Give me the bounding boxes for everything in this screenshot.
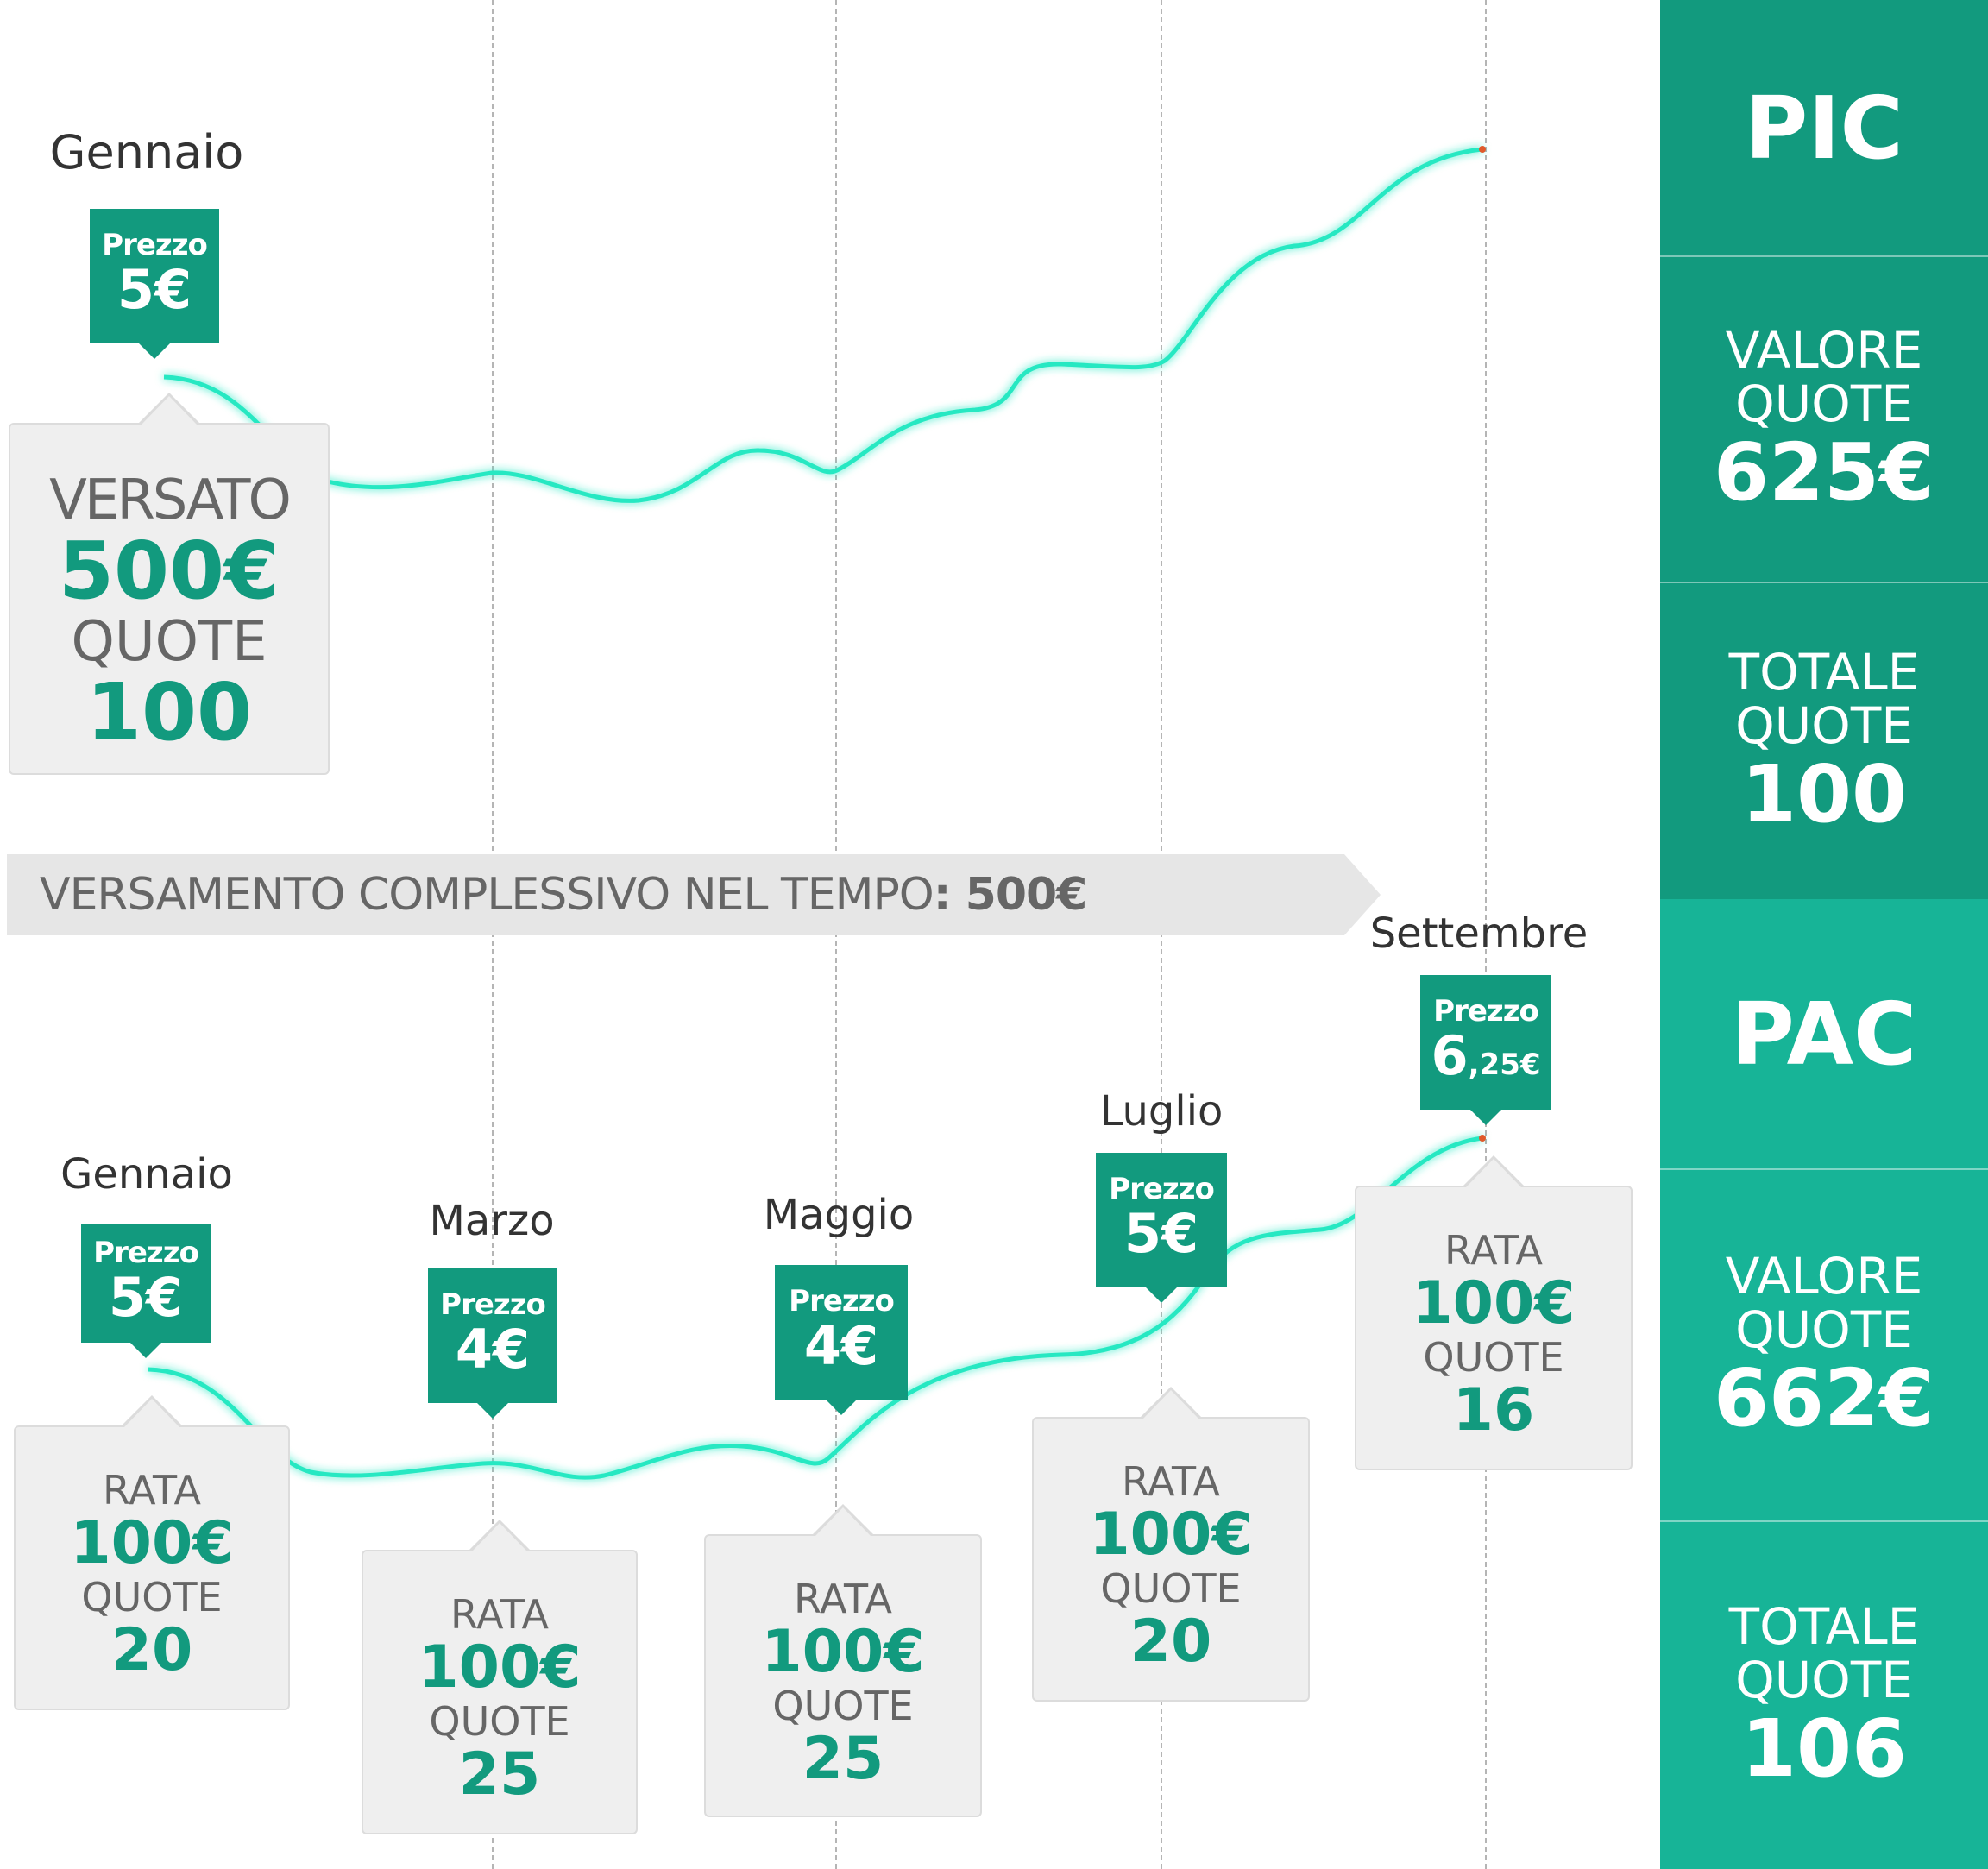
pac-price-tag-settembre: Prezzo 6,25€ bbox=[1420, 975, 1551, 1125]
pic-summary-box: VERSATO 500€ QUOTE 100 bbox=[9, 393, 330, 775]
rata-label: RATA bbox=[103, 1467, 201, 1513]
price-main: 6 bbox=[1431, 1024, 1469, 1087]
quote-value: 25 bbox=[458, 1740, 541, 1809]
pac-month-maggio: Maggio bbox=[763, 1191, 915, 1239]
price-value: 4€ bbox=[803, 1314, 879, 1377]
side-pac-totale: TOTALE QUOTE 106 bbox=[1660, 1520, 1988, 1869]
pic-versato-label: VERSATO bbox=[49, 469, 292, 532]
pic-totale-value: 100 bbox=[1740, 748, 1908, 840]
quote-value: 25 bbox=[802, 1725, 884, 1793]
pac-box-settembre: RATA 100€ QUOTE 16 bbox=[1355, 1155, 1633, 1470]
pac-box-marzo: RATA 100€ QUOTE 25 bbox=[362, 1520, 638, 1834]
rata-label: RATA bbox=[450, 1591, 549, 1638]
pic-versato-value: 500€ bbox=[58, 525, 280, 617]
pic-month-label: Gennaio bbox=[49, 125, 244, 179]
price-value: 4€ bbox=[455, 1318, 531, 1381]
rata-label: RATA bbox=[1122, 1458, 1220, 1505]
quote-value: 20 bbox=[110, 1616, 193, 1684]
rata-value: 100€ bbox=[1089, 1501, 1253, 1569]
pac-price-tag-marzo: Prezzo 4€ bbox=[428, 1268, 557, 1419]
price-curves bbox=[148, 146, 1486, 1480]
pac-price-tag-luglio: Prezzo 5€ bbox=[1096, 1153, 1227, 1303]
pic-price-label: Prezzo bbox=[102, 228, 208, 262]
rata-value: 100€ bbox=[1412, 1269, 1576, 1337]
pac-valore-value: 662€ bbox=[1713, 1352, 1935, 1444]
quote-label: QUOTE bbox=[81, 1574, 223, 1620]
price-value: 5€ bbox=[108, 1266, 184, 1329]
pic-quote-value: 100 bbox=[85, 666, 253, 758]
pac-month-marzo: Marzo bbox=[429, 1197, 555, 1245]
price-label: Prezzo bbox=[1433, 994, 1539, 1029]
pac-end-dot bbox=[1479, 1135, 1486, 1142]
price-label: Prezzo bbox=[93, 1236, 199, 1270]
quote-value: 16 bbox=[1452, 1376, 1535, 1444]
banner-text: VERSAMENTO COMPLESSIVO NEL TEMPO bbox=[40, 869, 934, 921]
rata-label: RATA bbox=[794, 1576, 892, 1622]
side-pic-valore: VALORE QUOTE 625€ bbox=[1660, 255, 1988, 582]
pac-month-luglio: Luglio bbox=[1099, 1087, 1224, 1136]
pac-totale-label-1: TOTALE bbox=[1728, 1597, 1920, 1656]
total-deposit-banner: VERSAMENTO COMPLESSIVO NEL TEMPO: 500€ bbox=[7, 854, 1381, 935]
price-small: ,25€ bbox=[1468, 1048, 1541, 1082]
pic-quote-label: QUOTE bbox=[71, 610, 267, 674]
banner-value: : 500€ bbox=[933, 869, 1088, 921]
pic-price-value: 5€ bbox=[116, 258, 192, 321]
pac-month-settembre: Settembre bbox=[1369, 909, 1589, 958]
quote-label: QUOTE bbox=[429, 1698, 570, 1745]
price-label: Prezzo bbox=[440, 1287, 546, 1322]
price-value: 5€ bbox=[1123, 1202, 1199, 1265]
side-pic-totale: TOTALE QUOTE 100 bbox=[1660, 582, 1988, 899]
pac-price-tag-gennaio: Prezzo 5€ bbox=[81, 1224, 211, 1358]
pac-box-luglio: RATA 100€ QUOTE 20 bbox=[1032, 1387, 1310, 1702]
price-label: Prezzo bbox=[1109, 1172, 1215, 1206]
pac-month-gennaio: Gennaio bbox=[60, 1150, 233, 1199]
pic-totale-label-1: TOTALE bbox=[1728, 643, 1920, 702]
rata-value: 100€ bbox=[761, 1618, 925, 1686]
pic-price-tag: Prezzo 5€ bbox=[90, 209, 219, 359]
quote-value: 20 bbox=[1129, 1608, 1212, 1676]
side-pic-title: PIC bbox=[1660, 0, 1988, 255]
pic-valore-value: 625€ bbox=[1713, 426, 1935, 519]
rata-label: RATA bbox=[1444, 1227, 1543, 1274]
pac-price-tag-maggio: Prezzo 4€ bbox=[775, 1265, 908, 1415]
quote-label: QUOTE bbox=[772, 1683, 914, 1729]
side-pac-valore: VALORE QUOTE 662€ bbox=[1660, 1168, 1988, 1520]
pac-totale-label-2: QUOTE bbox=[1735, 1651, 1913, 1709]
pic-valore-label-1: VALORE bbox=[1725, 321, 1923, 380]
rata-value: 100€ bbox=[70, 1509, 234, 1577]
pac-valore-label-2: QUOTE bbox=[1735, 1300, 1913, 1359]
guide-line-settembre bbox=[1485, 0, 1487, 1869]
pac-title: PAC bbox=[1731, 983, 1917, 1085]
quote-label: QUOTE bbox=[1423, 1334, 1564, 1381]
pac-totale-value: 106 bbox=[1740, 1702, 1908, 1795]
pic-end-dot bbox=[1479, 146, 1486, 153]
pic-totale-label-2: QUOTE bbox=[1735, 696, 1913, 755]
price-value: 6,25€ bbox=[1420, 1029, 1551, 1092]
side-pac-title: PAC bbox=[1660, 899, 1988, 1168]
pac-price-curve bbox=[148, 1136, 1483, 1480]
pac-box-gennaio: RATA 100€ QUOTE 20 bbox=[14, 1395, 290, 1710]
pac-box-maggio: RATA 100€ QUOTE 25 bbox=[704, 1504, 982, 1817]
pac-valore-label-1: VALORE bbox=[1725, 1247, 1923, 1306]
pic-valore-label-2: QUOTE bbox=[1735, 374, 1913, 433]
rata-value: 100€ bbox=[418, 1633, 582, 1702]
pic-price-curve bbox=[163, 147, 1483, 503]
price-label: Prezzo bbox=[789, 1284, 895, 1318]
pic-title: PIC bbox=[1745, 77, 1903, 179]
quote-label: QUOTE bbox=[1100, 1565, 1242, 1612]
